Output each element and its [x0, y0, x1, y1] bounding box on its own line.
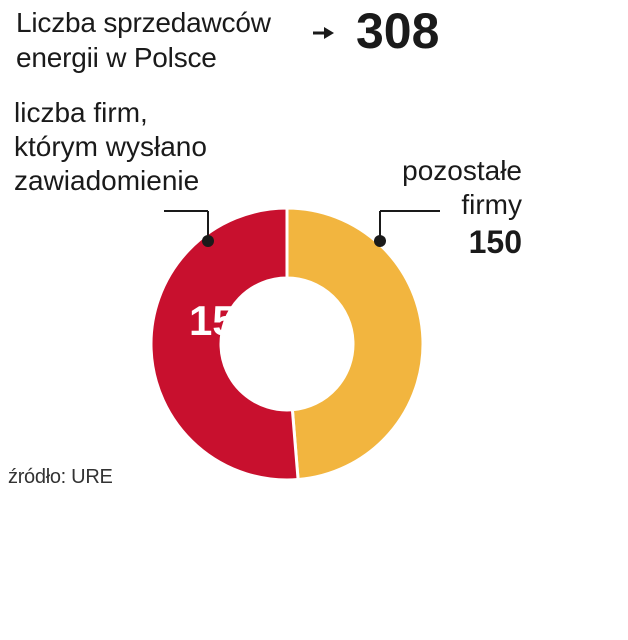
source-note: źródło: URE — [8, 466, 113, 488]
slice-label-left-line-2: którym wysłano — [14, 131, 207, 162]
pie-slice-158 — [149, 206, 300, 482]
total-value: 308 — [356, 3, 440, 59]
slice-label-left-line-3: zawiadomienie — [14, 165, 200, 196]
data-label-150: 150 — [468, 224, 522, 260]
slice-label-right: pozostałe firmy 150 — [340, 154, 522, 262]
slice-label-left-line-1: liczba firm, — [14, 97, 148, 128]
leader-dot-right — [374, 235, 386, 247]
slice-label-left: liczba firm, którym wysłano zawiadomieni… — [14, 96, 274, 198]
chart-title: Liczba sprzedawców energii w Polsce — [16, 5, 306, 75]
slice-label-right-line-2: firmy — [461, 189, 522, 220]
title-line-1: Liczba sprzedawców — [16, 7, 271, 38]
slice-label-right-line-1: pozostałe — [402, 155, 522, 186]
leader-dot-left — [202, 235, 214, 247]
data-label-158: 158 — [189, 297, 259, 344]
right-arrow-icon — [313, 27, 334, 39]
pie-slice-150 — [285, 206, 425, 482]
title-line-2: energii w Polsce — [16, 42, 217, 73]
